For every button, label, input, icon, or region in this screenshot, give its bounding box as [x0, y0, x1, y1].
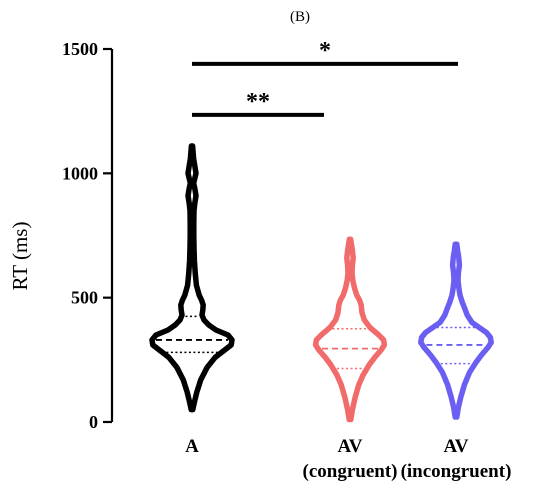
x-tick-sublabel: (incongruent): [401, 461, 512, 482]
significance-label: *: [319, 38, 331, 64]
violin-body: [149, 143, 235, 413]
x-tick-label: AV: [444, 436, 469, 457]
x-tick-label: AV: [338, 436, 363, 457]
x-tick-label: A: [185, 436, 199, 457]
violin-body: [312, 236, 388, 423]
violin-body: [418, 241, 494, 420]
significance-label: **: [246, 89, 270, 115]
y-axis-label: RT (ms): [8, 222, 32, 291]
y-tick-label: 1500: [62, 39, 98, 59]
y-tick-label: 1000: [62, 163, 98, 183]
x-tick-sublabel: (congruent): [303, 461, 398, 482]
panel-label: (B): [290, 9, 310, 25]
y-ticks: 0 500 1000 1500: [62, 39, 112, 432]
y-tick-label: 500: [71, 288, 98, 308]
y-tick-label: 0: [89, 412, 98, 432]
x-ticks: A AV (congruent) AV (incongruent): [185, 436, 511, 482]
significance-bars: ***: [192, 38, 458, 117]
violins: [149, 143, 494, 423]
